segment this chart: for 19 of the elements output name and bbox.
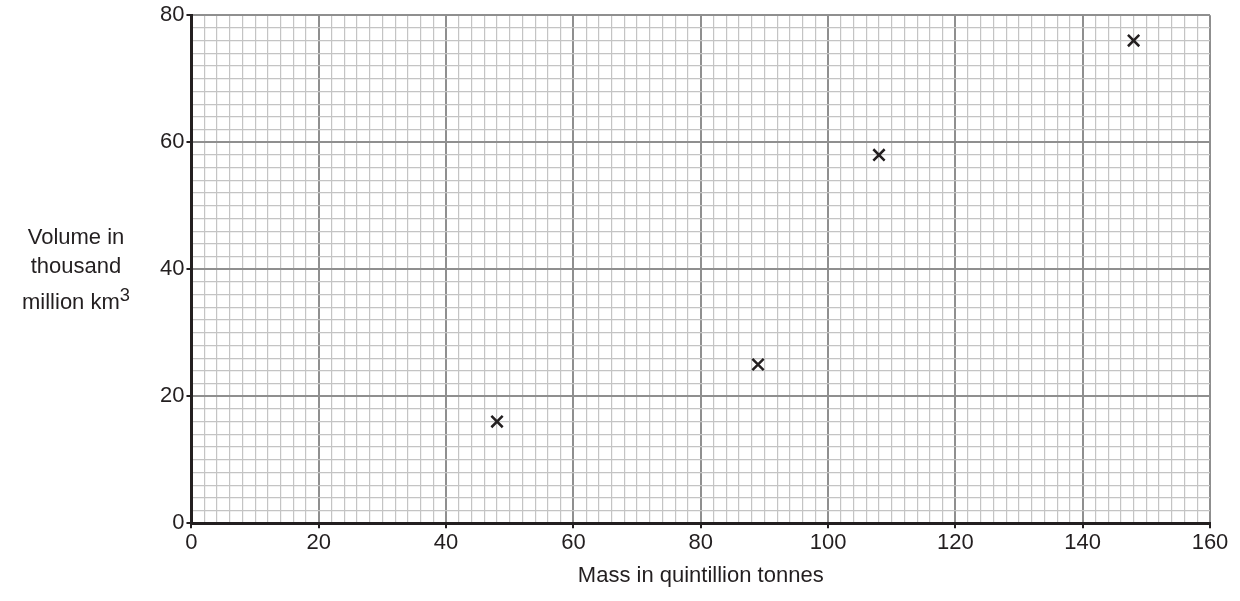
x-tick-label: 120 <box>937 529 974 555</box>
x-tick-label: 60 <box>561 529 586 555</box>
point <box>1126 33 1141 48</box>
y-tick-label: 60 <box>159 128 185 154</box>
x-tick-label: 140 <box>1064 529 1102 555</box>
x-tick-label: 160 <box>1191 529 1229 555</box>
y-tick-label: 20 <box>159 382 185 408</box>
x-tick-label: 80 <box>688 529 713 555</box>
point <box>751 357 765 372</box>
x-tick-label: 20 <box>306 529 332 555</box>
point <box>872 147 886 162</box>
x-tick-label: 40 <box>433 529 459 555</box>
x-tick-label: 100 <box>809 529 847 555</box>
y-tick-label: 40 <box>159 255 185 281</box>
y-tick-label: 80 <box>159 1 185 27</box>
point <box>490 414 504 429</box>
y-tick-label: 0 <box>172 509 185 535</box>
y-axis-title: Volume in thousand million km$^{3}$ <box>21 223 131 317</box>
x-axis-title: Mass in quintillion tonnes <box>577 561 824 587</box>
